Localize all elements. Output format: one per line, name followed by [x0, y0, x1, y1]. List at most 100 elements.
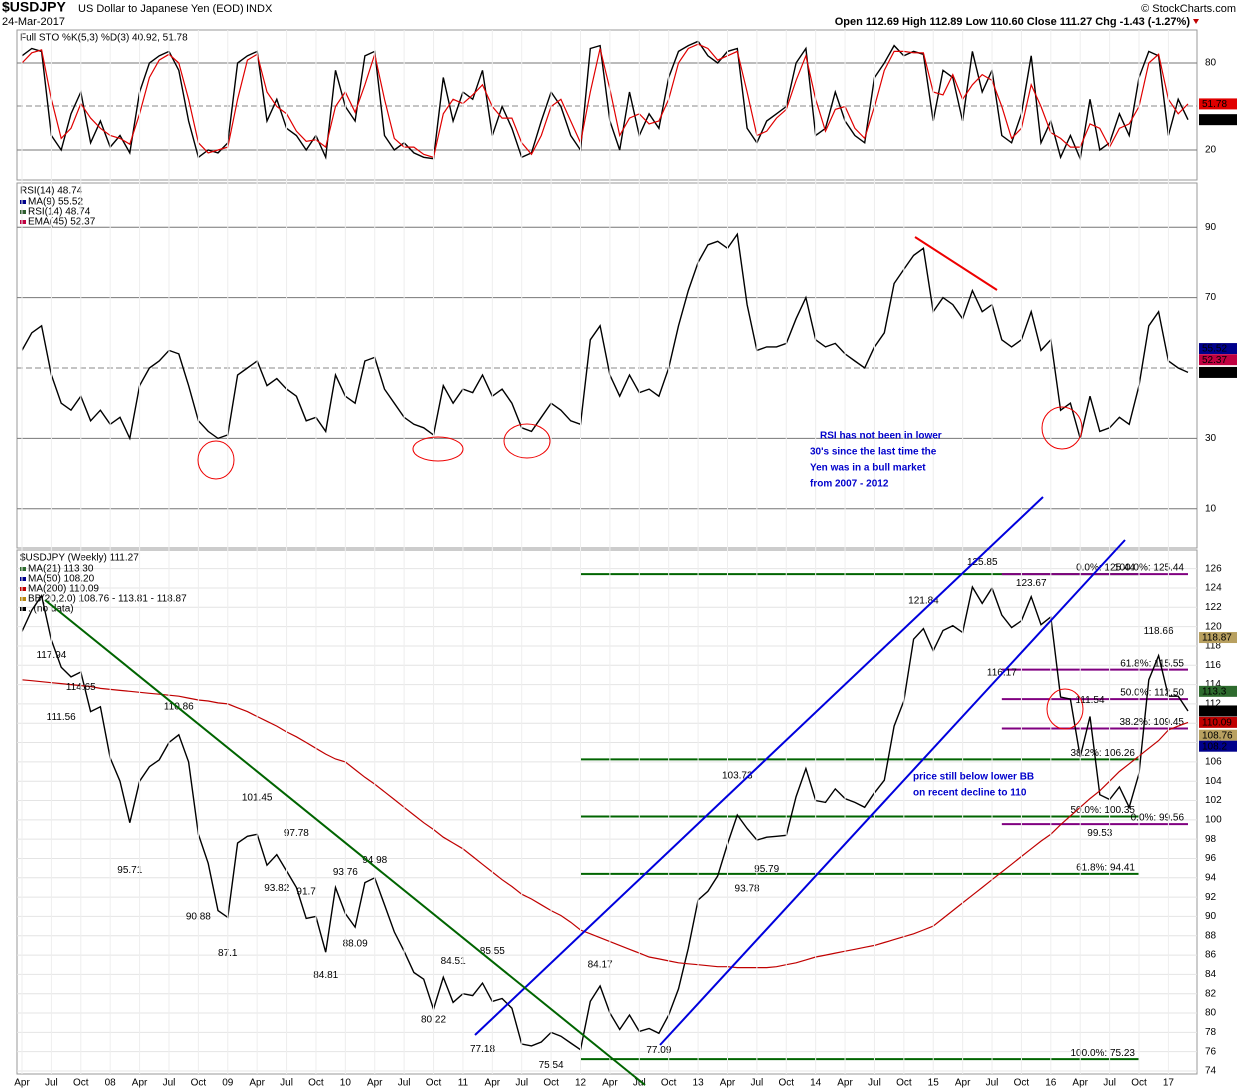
circle: [503, 423, 551, 459]
y-tick-label: 112: [1205, 699, 1221, 710]
series-line: [21, 43, 1189, 159]
note-line: from 2007 - 2012: [810, 479, 889, 490]
price-label: 77.09: [646, 1045, 671, 1056]
y-tick-label: 96: [1205, 853, 1217, 864]
y-tick-label: 118: [1205, 641, 1221, 652]
value-box-label: 113.3: [1202, 686, 1227, 697]
legend-swatch: [20, 587, 26, 591]
y-tick-label: 126: [1205, 563, 1222, 574]
description: US Dollar to Japanese Yen (EOD): [78, 3, 244, 15]
x-tick-label: Apr: [837, 1078, 853, 1089]
y-tick-label: 70: [1205, 292, 1217, 303]
x-tick-label: Jul: [750, 1078, 763, 1089]
circle: [412, 436, 464, 462]
x-tick-label: 16: [1045, 1078, 1057, 1089]
series-line: [21, 40, 1189, 162]
y-tick-label: 92: [1205, 892, 1217, 903]
x-tick-label: Apr: [14, 1078, 30, 1089]
y-tick-label: 104: [1205, 776, 1222, 787]
x-tick-label: Apr: [132, 1078, 148, 1089]
x-tick-label: Apr: [485, 1078, 501, 1089]
value-box: [1199, 343, 1237, 355]
value-box: [1199, 740, 1237, 752]
price-label: 99.53: [1087, 828, 1112, 839]
fib-label: 61.8%: 115.55: [1120, 658, 1184, 669]
price-label: 95.71: [117, 865, 142, 876]
fib-label: 38.2%: 106.26: [1071, 748, 1136, 759]
x-tick-label: Oct: [1014, 1078, 1030, 1089]
y-tick-label: 82: [1205, 988, 1217, 999]
y-tick-label: 124: [1205, 583, 1222, 594]
x-tick-label: 14: [810, 1078, 822, 1089]
y-tick-label: 100: [1205, 814, 1222, 825]
y-tick-label: 86: [1205, 950, 1217, 961]
trend-line: [659, 539, 1126, 1046]
x-tick-label: Apr: [955, 1078, 971, 1089]
fib-label: 0.0%: 99.56: [1131, 813, 1185, 824]
x-tick-label: 13: [693, 1078, 705, 1089]
price-label: 77.18: [470, 1044, 495, 1055]
price-label: 118.66: [1144, 626, 1174, 637]
x-tick-label: Oct: [543, 1078, 559, 1089]
fib-label: 0.0%: 125.44: [1076, 563, 1135, 574]
x-tick-label: 15: [928, 1078, 940, 1089]
y-tick-label: 102: [1205, 795, 1222, 806]
x-tick-label: Jul: [986, 1078, 999, 1089]
price-label: 97.78: [284, 828, 309, 839]
x-tick-label: Jul: [398, 1078, 411, 1089]
price-label: 93.78: [735, 884, 760, 895]
exchange: INDX: [246, 3, 273, 15]
price-label: 121.84: [908, 595, 939, 606]
legend-swatch: [20, 220, 26, 224]
circle: [1046, 688, 1084, 730]
x-tick-label: Oct: [661, 1078, 677, 1089]
y-tick-label: 80: [1205, 1008, 1217, 1019]
panel-title: Full STO %K(5,3) %D(3) 40.92, 51.78: [20, 33, 188, 44]
x-tick-label: Apr: [1072, 1078, 1088, 1089]
legend-entry: MA(50) 108.20: [28, 574, 95, 585]
x-tick-label: Apr: [249, 1078, 265, 1089]
date: 24-Mar-2017: [2, 16, 65, 28]
x-tick-label: Oct: [778, 1078, 794, 1089]
price-label: 91.7: [296, 887, 316, 898]
y-tick-label: 114: [1205, 679, 1221, 690]
value-box: [1199, 729, 1237, 741]
value-box: [1199, 114, 1237, 126]
fib-label: 100.0%: 125.44: [1114, 563, 1184, 574]
x-tick-label: Oct: [426, 1078, 442, 1089]
trend-line: [44, 599, 646, 1086]
legend-entry: RSI(14) 48.74: [28, 207, 91, 218]
value-box-label: 118.87: [1202, 633, 1232, 644]
x-tick-label: Jul: [280, 1078, 293, 1089]
legend-entry: MA(21) 113.30: [28, 564, 94, 575]
value-box: [1199, 98, 1237, 110]
value-box-label: 110.09: [1202, 717, 1232, 728]
x-tick-label: Oct: [191, 1078, 207, 1089]
y-tick-label: 98: [1205, 834, 1217, 845]
value-box: [1199, 354, 1237, 366]
value-box-label: 51.78: [1202, 99, 1227, 110]
copyright: © StockCharts.com: [1141, 3, 1236, 15]
y-tick-label: 116: [1205, 660, 1221, 671]
x-tick-label: 11: [458, 1078, 469, 1089]
x-tick-label: Apr: [720, 1078, 736, 1089]
x-tick-label: 10: [340, 1078, 352, 1089]
circle: [1041, 406, 1083, 450]
legend-entry: BB(20,2.0) 108.76 - 113.81 - 118.87: [28, 594, 187, 605]
x-tick-label: Jul: [1103, 1078, 1116, 1089]
legend-entry: MA(9) 55.52: [28, 197, 83, 208]
price-label: 88.09: [343, 939, 368, 950]
x-tick-label: Jul: [633, 1078, 646, 1089]
x-tick-label: Apr: [367, 1078, 383, 1089]
trend-line: [474, 496, 1044, 1036]
legend-swatch: [20, 577, 26, 581]
price-label: 95.79: [754, 864, 779, 875]
note-line: RSI has not been in lower: [820, 431, 942, 442]
legend-entry: EMA(45) 52.37: [28, 217, 96, 228]
value-box-label: 48.74: [1202, 368, 1227, 379]
y-tick-label: 84: [1205, 969, 1217, 980]
price-label: 84.17: [588, 959, 613, 970]
y-tick-label: 74: [1205, 1066, 1217, 1077]
fib-label: 50.0%: 112.50: [1120, 688, 1184, 699]
